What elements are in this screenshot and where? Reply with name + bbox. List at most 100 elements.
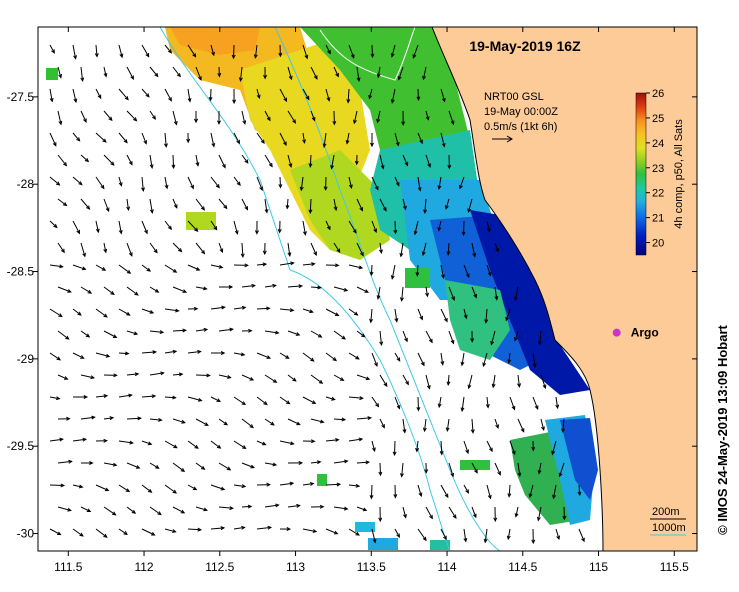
current-arrowhead [537, 469, 542, 475]
current-arrow [348, 220, 357, 234]
current-arrowhead [460, 361, 465, 367]
current-arrow [310, 110, 316, 121]
current-arrowhead [275, 330, 280, 335]
current-arrowhead [390, 275, 395, 280]
current-arrowhead [222, 164, 226, 169]
current-arrow [325, 220, 331, 230]
current-arrowhead [226, 466, 232, 471]
current-arrow [310, 66, 318, 80]
current-arrow [149, 372, 164, 376]
current-arrowhead [242, 120, 247, 125]
current-arrow [149, 242, 158, 253]
argo-float-marker [612, 328, 621, 337]
current-arrowhead [270, 421, 275, 426]
current-arrow [264, 154, 273, 167]
current-arrowhead [112, 462, 118, 467]
current-arrowhead [197, 398, 203, 402]
colorbar-tick-label: 20 [652, 238, 664, 250]
current-arrow [368, 88, 373, 99]
current-arrow [233, 396, 246, 405]
current-arrow [118, 440, 133, 444]
current-arrowhead [317, 285, 322, 290]
current-arrow [233, 440, 246, 449]
current-arrowhead [79, 532, 84, 537]
current-arrow [233, 352, 245, 356]
current-arrow [417, 88, 419, 100]
current-arrow [538, 462, 542, 474]
current-arrow [172, 66, 181, 77]
current-arrowhead [494, 296, 499, 301]
current-arrowhead [172, 529, 177, 533]
current-arrow [356, 417, 371, 420]
current-arrow [164, 44, 172, 54]
current-arrow [241, 285, 255, 288]
plot-frame [37, 26, 698, 552]
current-arrow [210, 440, 221, 449]
current-arrow [325, 88, 330, 101]
current-arrowhead [399, 252, 404, 258]
current-arrowhead [577, 491, 582, 497]
current-arrowhead [152, 115, 156, 120]
current-arrow [279, 440, 294, 445]
current-arrowhead [326, 225, 331, 231]
current-arrow [49, 438, 63, 442]
current-arrowhead [511, 405, 516, 411]
current-arrow [49, 220, 58, 228]
current-arrowhead [172, 489, 178, 494]
current-arrow [187, 264, 200, 271]
current-arrow [149, 506, 162, 516]
current-arrow [447, 242, 450, 255]
current-arrowhead [211, 51, 215, 57]
current-arrow [509, 396, 515, 410]
current-arrowhead [379, 341, 384, 347]
current-arrowhead [528, 493, 533, 499]
current-arrowhead [236, 181, 241, 187]
current-arrow [287, 330, 300, 336]
current-arrow [218, 374, 231, 379]
current-arrow [103, 198, 110, 212]
current-arrow [394, 440, 396, 456]
current-arrow [394, 396, 400, 409]
current-arrowhead [311, 262, 316, 267]
current-arrow [95, 484, 109, 491]
current-arrow [126, 242, 133, 256]
current-arrowhead [537, 340, 542, 346]
current-arrow [103, 110, 113, 121]
current-arrowhead [275, 503, 280, 508]
current-arrowhead [168, 97, 172, 102]
current-arrow [394, 132, 399, 146]
current-arrow [333, 66, 339, 77]
current-arrow [302, 44, 308, 59]
current-arrow [416, 440, 419, 452]
current-arrowhead [333, 530, 339, 535]
current-arrowhead [441, 97, 446, 103]
current-arrow [95, 132, 107, 143]
current-arrow [377, 66, 381, 78]
current-arrowhead [81, 266, 87, 271]
isobath-1000m [159, 27, 451, 551]
current-arrow [440, 264, 444, 278]
current-arrowhead [123, 531, 128, 536]
current-arrow [57, 198, 67, 206]
current-arrowhead [240, 352, 246, 357]
current-arrowhead [561, 428, 566, 433]
current-arrow [379, 330, 382, 345]
x-axis: 111.5 112 112.5 113 113.5 114 114.5 115 115.5 [54, 27, 689, 574]
current-arrowhead [154, 288, 160, 293]
current-arrow [264, 198, 268, 213]
current-arrowhead [82, 437, 88, 442]
current-arrow [57, 506, 71, 511]
sst-darkblue-patch [470, 210, 590, 395]
current-arrowhead [147, 488, 153, 493]
current-arrowhead [511, 450, 516, 456]
current-arrowhead [78, 484, 84, 489]
current-legend: NRT00 GSL 19-May 00:00Z 0.5m/s (1kt 6h) [484, 91, 558, 143]
current-arrowhead [234, 230, 239, 235]
current-arrow [164, 308, 179, 312]
current-arrow [425, 110, 429, 120]
current-arrowhead [514, 513, 519, 518]
current-arrowhead [463, 314, 468, 320]
current-arrow [417, 528, 427, 541]
current-arrow [72, 44, 77, 59]
